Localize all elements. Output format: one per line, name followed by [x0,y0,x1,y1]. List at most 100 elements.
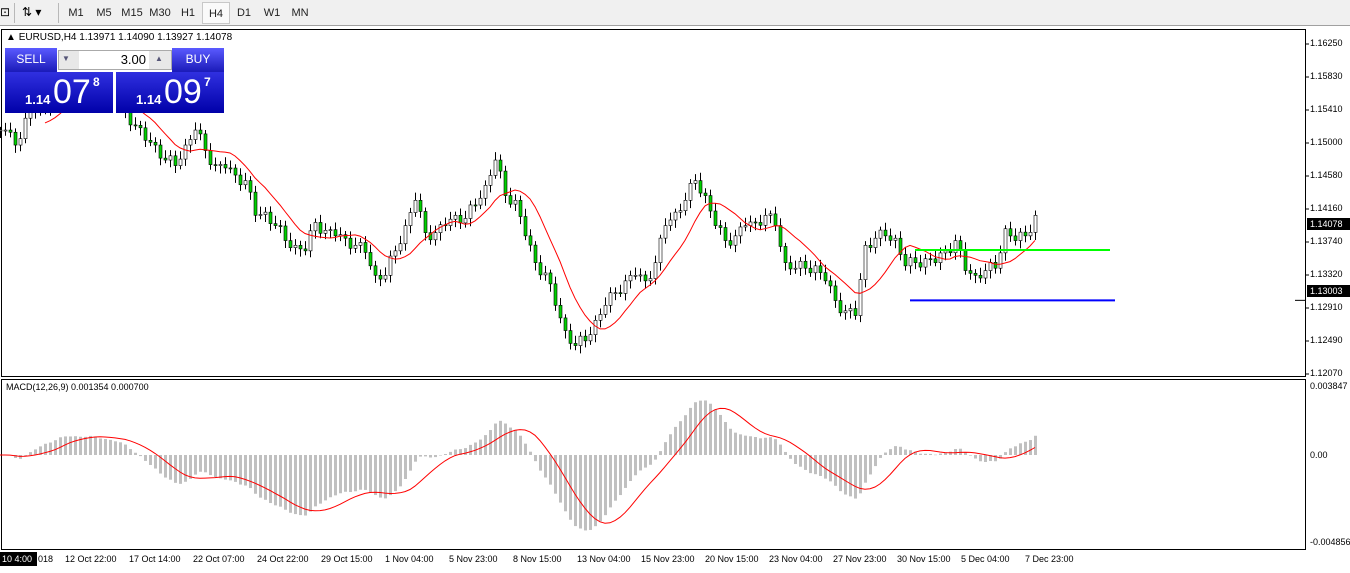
macd-histogram-bar [314,455,317,507]
macd-histogram-bar [139,455,142,457]
macd-histogram-bar [724,422,727,455]
macd-histogram-bar [539,455,542,471]
candle-bear [473,204,478,207]
candle-bear [503,170,508,196]
macd-histogram-bar [1019,443,1022,455]
candle-bull [1028,232,1033,237]
candle-bull [638,274,643,277]
line-tools-icon[interactable]: ⇅ ▾ [22,5,42,19]
macd-histogram-bar [954,449,957,455]
macd-histogram-bar [959,448,962,455]
macd-histogram-bar [54,440,57,455]
candle-bull [658,237,663,263]
macd-axis-bottom: -0.004856 [1310,537,1350,547]
macd-histogram-bar [924,453,927,455]
lot-input[interactable]: 3.00 [79,51,149,69]
macd-histogram-bar [114,441,117,455]
candle-bear [933,258,938,263]
candle-bear [903,254,908,267]
macd-histogram-bar [834,455,837,486]
macd-histogram-bar [789,455,792,459]
macd-histogram-bar [644,455,647,468]
macd-histogram-bar [709,403,712,455]
candle-bull [493,159,498,176]
candle-bear [13,131,18,146]
candle-bull [468,204,473,219]
timeframe-m5[interactable]: M5 [96,7,112,19]
candle-bull [798,260,803,269]
timeframe-m15[interactable]: M15 [121,7,143,19]
chart-area[interactable] [0,26,1350,573]
macd-histogram-bar [979,455,982,462]
candle-bear [148,140,153,143]
buy-button[interactable]: BUY [172,48,224,72]
candle-bear [698,180,703,194]
candle-bear [233,167,238,176]
time-tick: 7 Dec 23:00 [1025,554,1074,564]
timeframe-mn[interactable]: MN [291,7,309,19]
lot-stepper[interactable]: ▼ 3.00 ▲ [58,50,172,70]
buy-price[interactable]: 1.14 09 7 [116,72,224,113]
hline-price-label: 1.13003 [1307,285,1350,297]
candle-bear [618,292,623,294]
candle-bear [728,240,733,246]
macd-histogram-bar [254,455,257,494]
buy-price-pips: 09 [164,73,202,111]
macd-histogram-bar [1014,446,1017,455]
macd-histogram-bar [894,446,897,455]
moving-average-line [44,99,1036,330]
candle-bull [328,229,333,231]
timeframe-m30[interactable]: M30 [149,7,171,19]
timeframe-h4[interactable]: H4 [202,2,230,24]
candle-bull [218,164,223,166]
candle-bull [398,243,403,252]
crosshair-icon[interactable]: ⊡ [0,5,11,19]
candle-bull [168,155,173,161]
timeframe-m1[interactable]: M1 [68,7,84,19]
macd-histogram-bar [914,451,917,455]
time-tick: 12 Oct 22:00 [65,554,117,564]
candle-bull [633,275,638,277]
candle-bear [198,129,203,135]
candle-bear [153,141,158,146]
macd-histogram-bar [619,455,622,496]
candle-bear [883,229,888,237]
macd-histogram-bar [999,455,1002,459]
macd-histogram-bar [984,455,987,462]
macd-histogram-bar [104,439,107,455]
candle-bear [993,262,998,269]
lot-increase-icon[interactable]: ▲ [155,54,163,63]
candle-bear [203,133,208,151]
macd-histogram-bar [349,455,352,493]
candle-bull [588,334,593,342]
candle-bull [613,292,618,294]
macd-histogram-bar [234,455,237,482]
candle-bull [683,200,688,212]
candle-bull [598,314,603,321]
macd-histogram-bar [409,455,412,471]
macd-histogram-bar [859,455,862,494]
macd-histogram-bar [199,455,202,472]
sell-price[interactable]: 1.14 07 8 [5,72,113,113]
candle-bull [653,262,658,279]
candle-bull [453,215,458,220]
candle-bear [8,129,13,133]
macd-histogram-bar [1009,448,1012,455]
macd-histogram-bar [864,455,867,483]
macd-histogram-bar [509,427,512,455]
macd-histogram-bar [764,437,767,455]
timeframe-d1[interactable]: D1 [236,7,252,19]
macd-histogram-bar [394,455,397,492]
macd-histogram-bar [774,439,777,455]
macd-histogram-bar [904,449,907,455]
timeframe-h1[interactable]: H1 [180,7,196,19]
lot-decrease-icon[interactable]: ▼ [62,54,70,63]
macd-histogram-bar [669,434,672,455]
sell-button[interactable]: SELL [5,48,57,72]
macd-histogram-bar [664,442,667,455]
timeframe-w1[interactable]: W1 [263,7,281,19]
macd-histogram-bar [64,436,67,455]
candle-bear [288,240,293,248]
macd-histogram-bar [734,432,737,455]
candle-bull [648,278,653,282]
